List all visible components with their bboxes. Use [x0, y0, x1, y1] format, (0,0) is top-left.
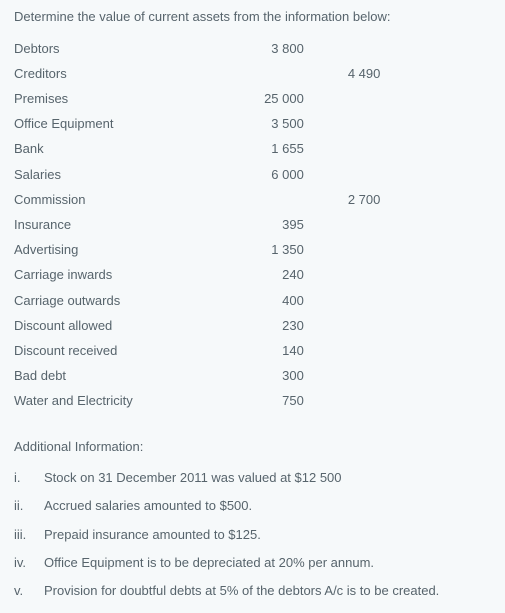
list-item: iii.Prepaid insurance amounted to $125.: [14, 521, 491, 549]
list-marker: ii.: [14, 497, 44, 515]
row-label: Discount allowed: [14, 313, 208, 338]
row-col2: [344, 112, 444, 137]
list-text: Office Equipment is to be depreciated at…: [44, 554, 374, 572]
list-text: Stock on 31 December 2011 was valued at …: [44, 469, 342, 487]
table-row: Salaries6 000: [14, 162, 444, 187]
row-col1: 240: [208, 263, 344, 288]
row-col1: 400: [208, 288, 344, 313]
row-col1: 3 800: [208, 36, 344, 61]
list-marker: i.: [14, 469, 44, 487]
list-marker: v.: [14, 582, 44, 600]
row-col2: [344, 36, 444, 61]
row-label: Salaries: [14, 162, 208, 187]
row-col2: 2 700: [344, 187, 444, 212]
additional-info-list: i.Stock on 31 December 2011 was valued a…: [14, 464, 491, 605]
list-marker: iii.: [14, 526, 44, 544]
row-col2: [344, 263, 444, 288]
table-row: Discount received140: [14, 338, 444, 363]
row-col2: [344, 364, 444, 389]
table-row: Premises25 000: [14, 87, 444, 112]
row-label: Premises: [14, 87, 208, 112]
row-col1: 140: [208, 338, 344, 363]
row-col2: [344, 238, 444, 263]
row-col2: [344, 87, 444, 112]
table-row: Bank1 655: [14, 137, 444, 162]
row-label: Office Equipment: [14, 112, 208, 137]
list-marker: iv.: [14, 554, 44, 572]
row-label: Debtors: [14, 36, 208, 61]
row-label: Commission: [14, 187, 208, 212]
row-col2: [344, 338, 444, 363]
row-col2: 4 490: [344, 61, 444, 86]
row-col2: [344, 288, 444, 313]
table-row: Discount allowed230: [14, 313, 444, 338]
table-row: Advertising1 350: [14, 238, 444, 263]
list-item: iv.Office Equipment is to be depreciated…: [14, 549, 491, 577]
row-col2: [344, 213, 444, 238]
table-row: Insurance395: [14, 213, 444, 238]
row-col1: 1 350: [208, 238, 344, 263]
row-label: Discount received: [14, 338, 208, 363]
row-col1: 25 000: [208, 87, 344, 112]
list-item: i.Stock on 31 December 2011 was valued a…: [14, 464, 491, 492]
row-label: Carriage inwards: [14, 263, 208, 288]
table-row: Carriage inwards240: [14, 263, 444, 288]
row-col2: [344, 137, 444, 162]
row-label: Carriage outwards: [14, 288, 208, 313]
row-col1: 1 655: [208, 137, 344, 162]
row-col1: [208, 61, 344, 86]
row-col1: 3 500: [208, 112, 344, 137]
question-title: Determine the value of current assets fr…: [14, 8, 491, 26]
row-label: Insurance: [14, 213, 208, 238]
table-row: Water and Electricity750: [14, 389, 444, 414]
list-item: v.Provision for doubtful debts at 5% of …: [14, 577, 491, 605]
row-col1: 230: [208, 313, 344, 338]
table-row: Carriage outwards400: [14, 288, 444, 313]
row-col1: 395: [208, 213, 344, 238]
table-row: Creditors 4 490: [14, 61, 444, 86]
document-body: Determine the value of current assets fr…: [0, 0, 505, 613]
table-row: Office Equipment3 500: [14, 112, 444, 137]
table-row: Commission 2 700: [14, 187, 444, 212]
row-col1: 6 000: [208, 162, 344, 187]
row-col2: [344, 162, 444, 187]
row-label: Creditors: [14, 61, 208, 86]
list-item: ii.Accrued salaries amounted to $500.: [14, 492, 491, 520]
row-col1: 750: [208, 389, 344, 414]
data-table: Debtors3 800Creditors4 490Premises25 000…: [14, 36, 444, 414]
table-row: Debtors3 800: [14, 36, 444, 61]
row-label: Water and Electricity: [14, 389, 208, 414]
row-col1: [208, 187, 344, 212]
row-label: Advertising: [14, 238, 208, 263]
row-col1: 300: [208, 364, 344, 389]
additional-info-heading: Additional Information:: [14, 438, 491, 456]
row-label: Bad debt: [14, 364, 208, 389]
row-col2: [344, 389, 444, 414]
row-col2: [344, 313, 444, 338]
table-row: Bad debt300: [14, 364, 444, 389]
list-text: Accrued salaries amounted to $500.: [44, 497, 252, 515]
row-label: Bank: [14, 137, 208, 162]
list-text: Prepaid insurance amounted to $125.: [44, 526, 261, 544]
list-text: Provision for doubtful debts at 5% of th…: [44, 582, 439, 600]
